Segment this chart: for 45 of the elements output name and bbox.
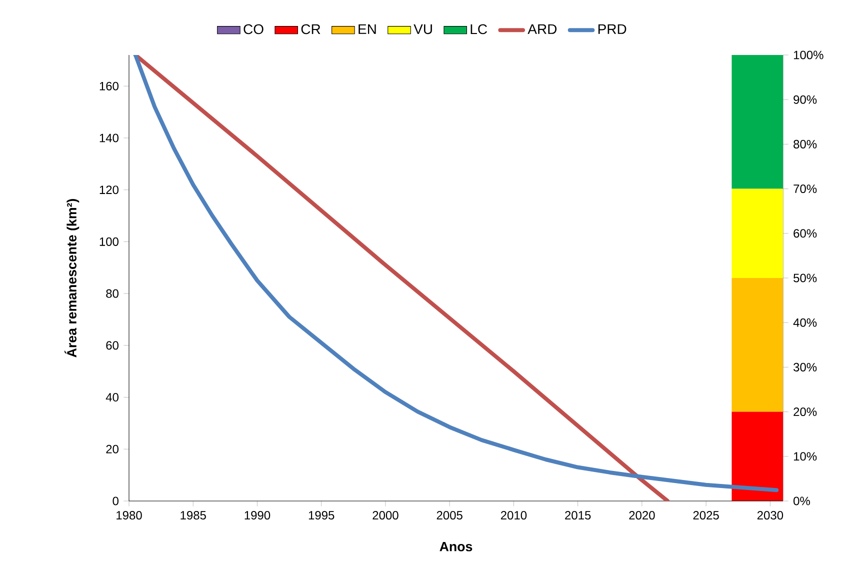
y2-tick-label: 0%: [794, 496, 810, 506]
x-tick-label: 2030: [757, 511, 784, 520]
y2-tick-label: 40%: [793, 318, 817, 327]
y2-tick-label: 80%: [794, 140, 817, 148]
x-axis-title: Anos: [440, 542, 472, 552]
bar: [732, 278, 784, 412]
legend-label: ARD: [528, 24, 557, 34]
x-tick-label: 1995: [308, 511, 334, 520]
y-tick-label: 140: [100, 134, 118, 142]
y-tick-label: 20: [106, 444, 118, 454]
legend-label: LC: [470, 24, 488, 34]
legend-label: EN: [358, 24, 376, 34]
x-tick-label: 2015: [565, 511, 591, 520]
line-series: [133, 54, 779, 492]
y-axis-title: Área remanescente (km²): [64, 199, 80, 358]
bar: [732, 54, 784, 189]
x-tick-label: 2020: [629, 511, 655, 520]
x-tick-label: 2000: [372, 511, 398, 520]
legend-label: PRD: [598, 24, 626, 34]
y2-tick-label: 100%: [794, 50, 824, 60]
x-tick-label: 1990: [244, 511, 270, 520]
y-tick-label: 80: [106, 289, 118, 298]
x-tick-label: 2010: [500, 511, 527, 520]
y-tick-label: 60: [106, 341, 118, 350]
legend-label: CO: [244, 24, 264, 34]
y-tick-label: 120: [100, 186, 118, 194]
y2-tick-label: 70%: [794, 184, 817, 194]
y-tick-label: 0: [112, 496, 118, 506]
y2-tick-label: 20%: [794, 408, 817, 416]
x-tick-label: 1985: [180, 511, 206, 520]
bar: [732, 412, 784, 501]
x-tick-label: 2025: [693, 511, 719, 520]
legend-label: VU: [414, 24, 432, 34]
legend-label: CR: [301, 24, 320, 34]
y-tick-label: 40: [106, 393, 118, 402]
x-tick-label: 2005: [436, 511, 462, 520]
y2-tick-label: 90%: [794, 95, 817, 104]
y2-tick-label: 50%: [794, 274, 817, 282]
y2-tick-label: 30%: [794, 362, 817, 372]
bar: [732, 188, 784, 278]
y2-tick-label: 60%: [794, 229, 817, 238]
y-tick-label: 160: [100, 82, 118, 90]
y-tick-label: 100: [100, 237, 118, 246]
y2-tick-label: 10%: [794, 452, 817, 461]
x-tick-label: 1980: [116, 511, 142, 520]
